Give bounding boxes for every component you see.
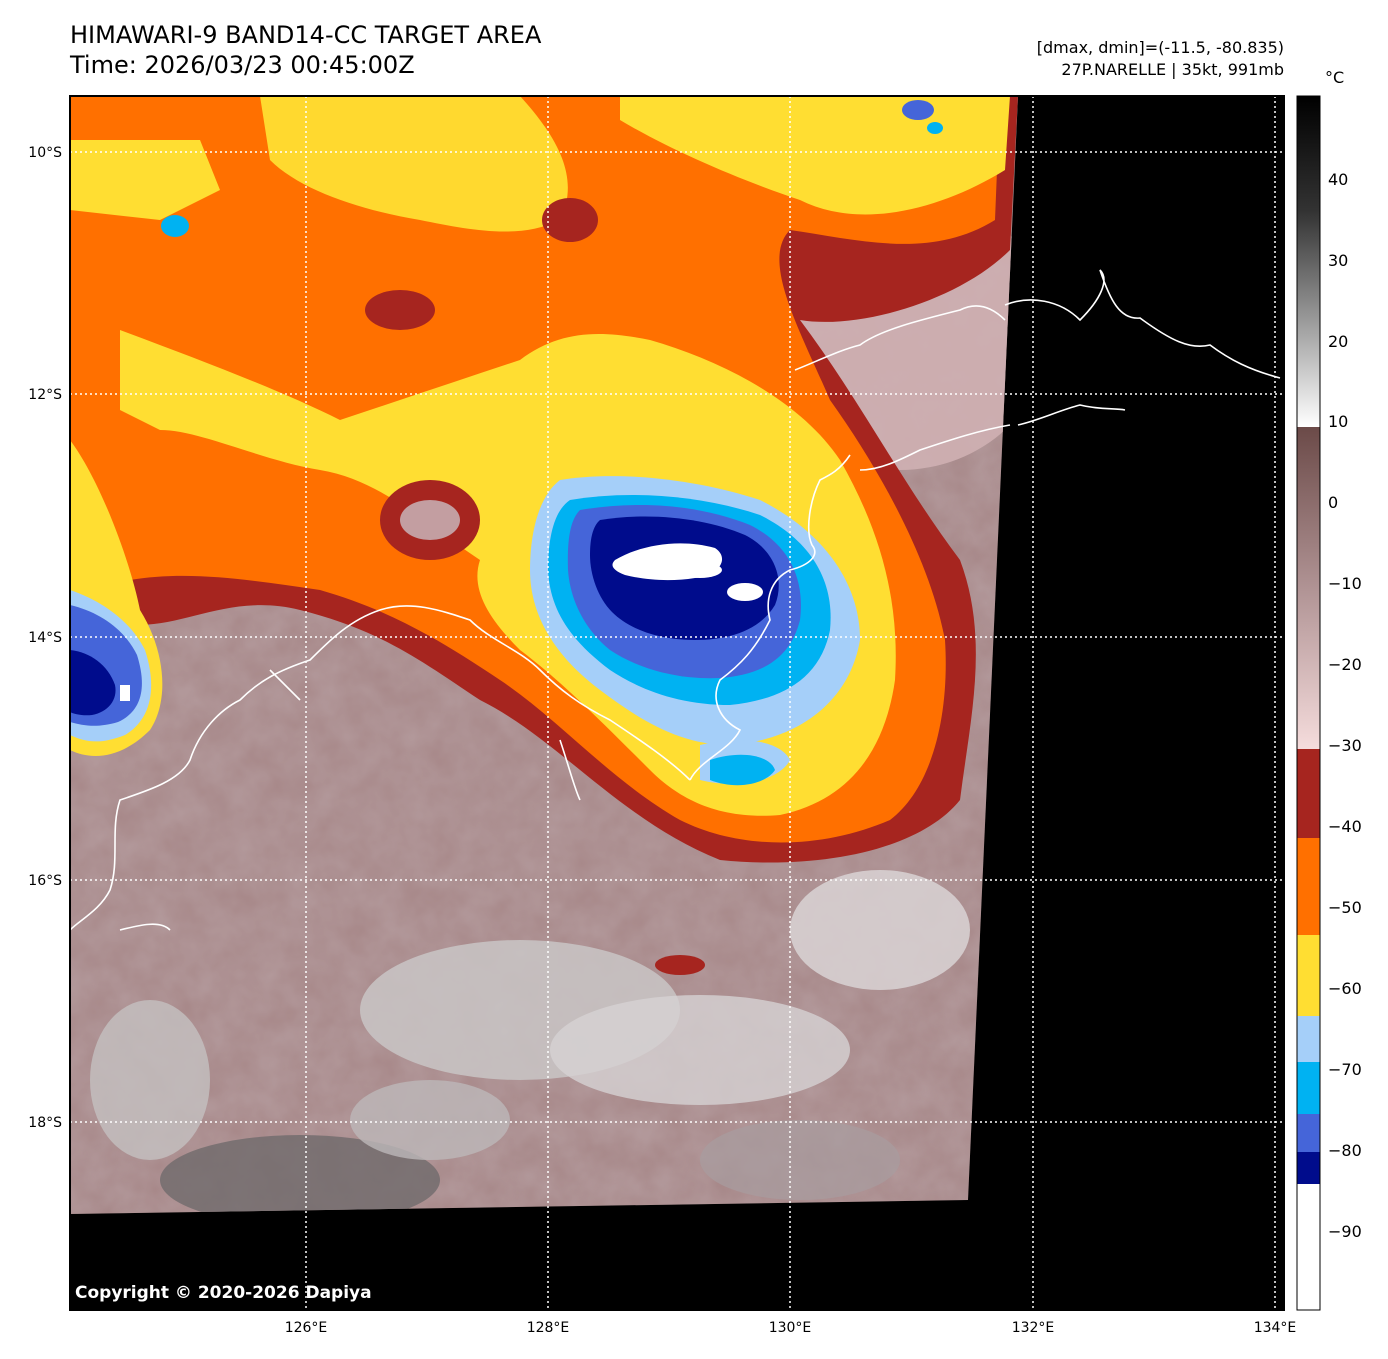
lon-label-130e: 130°E: [769, 1320, 812, 1336]
cb-tick-m70: −70: [1328, 1060, 1362, 1079]
colorbar-border: [1296, 95, 1321, 1311]
colorbar-band-yellow: [1297, 935, 1320, 1016]
colorbar-ticks: 40 30 20 10 0 −10 −20 −30 −40 −50 −60 −7…: [1328, 170, 1362, 1241]
colorbar-band-navy: [1297, 1152, 1320, 1184]
colorbar: [1296, 95, 1321, 1311]
lat-label-18s: 18°S: [28, 1115, 62, 1131]
colorbar-band-red: [1297, 749, 1320, 838]
copyright-text: Copyright © 2020-2026 Dapiya: [75, 1283, 372, 1303]
graticule: [70, 96, 1284, 1310]
cb-tick-m30: −30: [1328, 736, 1362, 755]
lon-label-134e: 134°E: [1254, 1320, 1297, 1336]
lon-label-128e: 128°E: [527, 1320, 570, 1336]
cb-tick-m80: −80: [1328, 1141, 1362, 1160]
lat-label-12s: 12°S: [28, 387, 62, 403]
colorbar-band-lightblue: [1297, 1016, 1320, 1062]
storm-info: [dmax, dmin]=(-11.5, -80.835) 27P.NARELL…: [1037, 37, 1284, 81]
lon-label-132e: 132°E: [1012, 1320, 1055, 1336]
cb-tick-m50: −50: [1328, 898, 1362, 917]
colorbar-band-orange: [1297, 838, 1320, 935]
colorbar-band-white: [1297, 1184, 1320, 1310]
colorbar-band-blue: [1297, 1114, 1320, 1152]
cb-tick-30: 30: [1328, 251, 1348, 270]
chart-title: HIMAWARI-9 BAND14-CC TARGET AREA Time: 2…: [70, 20, 541, 80]
dmax-dmin-text: [dmax, dmin]=(-11.5, -80.835): [1036, 38, 1284, 57]
coastline: [70, 269, 1281, 931]
colorbar-band-gray: [1297, 96, 1320, 427]
colorbar-band-cyan: [1297, 1062, 1320, 1114]
storm-name-text: 27P.NARELLE | 35kt, 991mb: [1061, 60, 1284, 79]
lon-label-126e: 126°E: [285, 1320, 328, 1336]
colorbar-band-brown: [1297, 427, 1320, 749]
cb-tick-0: 0: [1328, 493, 1338, 512]
cb-tick-m20: −20: [1328, 655, 1362, 674]
cb-tick-m90: −90: [1328, 1222, 1362, 1241]
lat-label-16s: 16°S: [28, 873, 62, 889]
cb-tick-20: 20: [1328, 332, 1348, 351]
lon-labels: 126°E 128°E 130°E 132°E 134°E: [285, 1320, 1297, 1336]
lat-labels: 10°S 12°S 14°S 16°S 18°S: [28, 145, 62, 1131]
cb-tick-10: 10: [1328, 412, 1348, 431]
cb-tick-m10: −10: [1328, 574, 1362, 593]
satellite-swath: [70, 96, 1018, 1214]
title-line-1: HIMAWARI-9 BAND14-CC TARGET AREA: [70, 21, 542, 49]
cb-tick-m40: −40: [1328, 817, 1362, 836]
map-border: [69, 95, 1285, 1311]
cb-tick-m60: −60: [1328, 979, 1362, 998]
title-line-2: Time: 2026/03/23 00:45:00Z: [70, 51, 415, 79]
lat-label-10s: 10°S: [28, 145, 62, 161]
colorbar-unit: °C: [1325, 68, 1345, 87]
lat-label-14s: 14°S: [28, 630, 62, 646]
cb-tick-40: 40: [1328, 170, 1348, 189]
